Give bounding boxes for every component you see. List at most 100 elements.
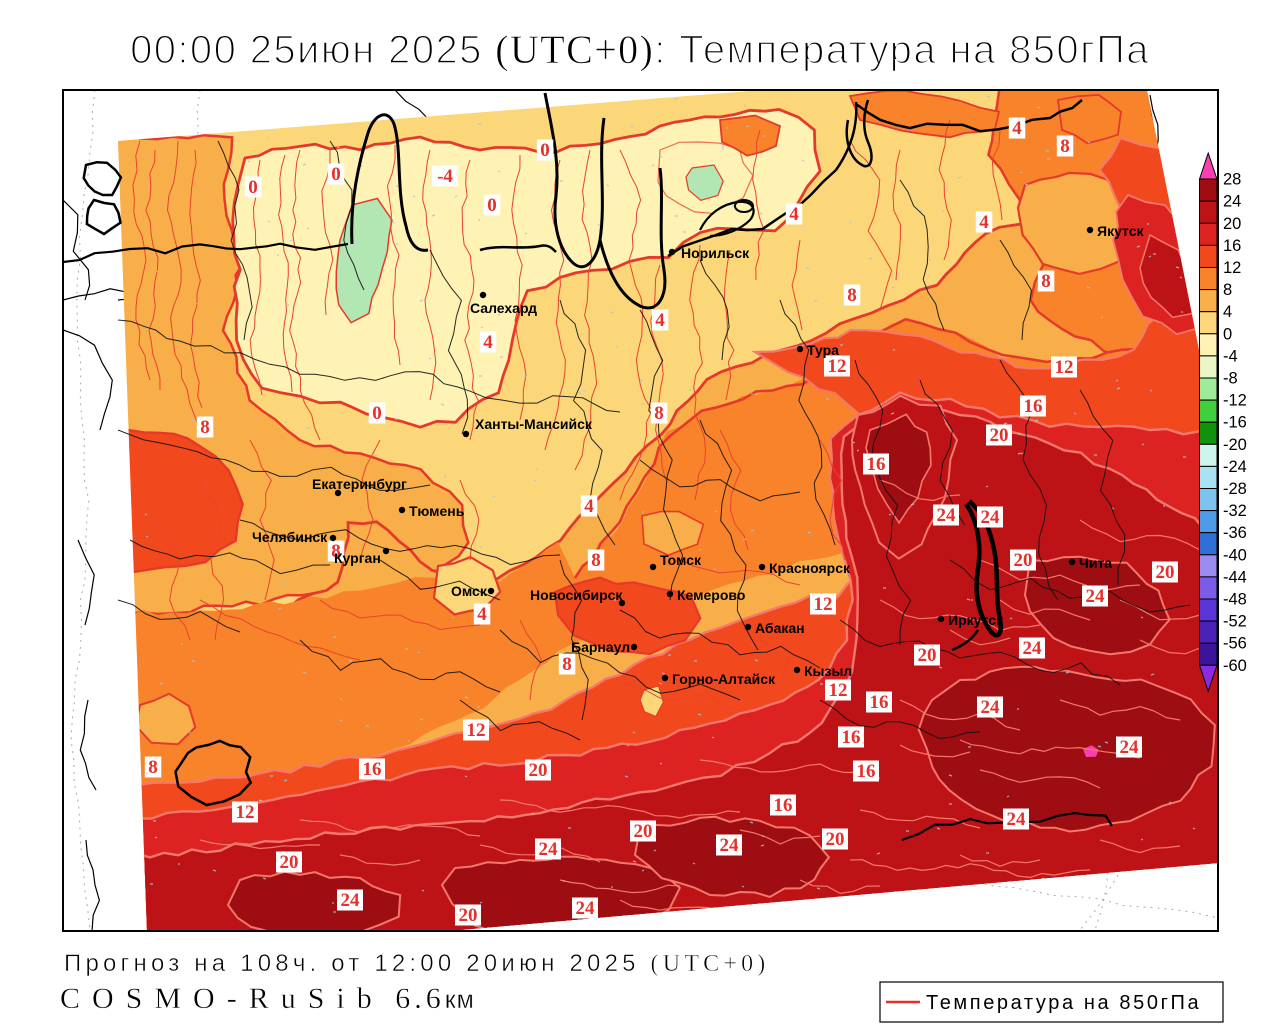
svg-text:16: 16 [857, 761, 876, 782]
svg-text:Тура: Тура [807, 342, 839, 358]
svg-text:4: 4 [477, 604, 487, 625]
svg-text:Норильск: Норильск [681, 245, 750, 261]
svg-text:-56: -56 [1223, 635, 1247, 653]
svg-text:24: 24 [1223, 193, 1241, 211]
svg-text:Новосибирск: Новосибирск [530, 587, 623, 603]
svg-text:Томск: Томск [660, 552, 702, 568]
svg-text:4: 4 [789, 204, 799, 225]
svg-text:16: 16 [774, 795, 793, 816]
svg-text:20: 20 [1156, 562, 1175, 583]
svg-text:20: 20 [634, 821, 653, 842]
svg-text:Иркутск: Иркутск [948, 612, 1004, 628]
svg-text:16: 16 [1223, 237, 1241, 255]
svg-text:8: 8 [148, 757, 158, 778]
svg-text:20: 20 [459, 905, 478, 926]
svg-text:24: 24 [720, 835, 740, 856]
svg-text:Красноярск: Красноярск [769, 560, 851, 576]
svg-text:-8: -8 [1223, 370, 1238, 388]
svg-text:Курган: Курган [334, 550, 381, 566]
svg-text:20: 20 [918, 645, 937, 666]
svg-text:00:00 25июн 2025 (UTC+0): Темп: 00:00 25июн 2025 (UTC+0): Температура на… [130, 27, 1150, 72]
svg-text:Челябинск: Челябинск [252, 529, 328, 545]
svg-text:-52: -52 [1223, 613, 1247, 631]
svg-text:28: 28 [1223, 171, 1241, 189]
svg-text:20: 20 [1223, 215, 1241, 233]
svg-text:Прогноз на 108ч. от 12:00 20ию: Прогноз на 108ч. от 12:00 20июн 2025 (UT… [64, 950, 769, 977]
svg-text:20: 20 [826, 829, 845, 850]
svg-text:8: 8 [1041, 271, 1051, 292]
svg-text:8: 8 [1223, 281, 1232, 299]
svg-text:4: 4 [584, 496, 594, 517]
svg-text:24: 24 [341, 890, 361, 911]
svg-text:8: 8 [331, 541, 341, 562]
svg-text:12: 12 [829, 680, 848, 701]
svg-text:-40: -40 [1223, 546, 1247, 564]
svg-text:-12: -12 [1223, 392, 1247, 410]
svg-text:Ханты-Мансийск: Ханты-Мансийск [475, 416, 593, 432]
svg-text:16: 16 [870, 692, 889, 713]
svg-text:8: 8 [200, 417, 210, 438]
svg-text:4: 4 [1012, 118, 1022, 139]
svg-text:24: 24 [1120, 737, 1140, 758]
svg-text:-4: -4 [437, 166, 453, 187]
svg-text:Якутск: Якутск [1097, 223, 1144, 239]
svg-text:24: 24 [981, 507, 1001, 528]
svg-text:-32: -32 [1223, 502, 1247, 520]
svg-text:0: 0 [331, 164, 341, 185]
svg-text:Тюмень: Тюмень [409, 503, 465, 519]
svg-text:0: 0 [372, 403, 382, 424]
svg-text:0: 0 [540, 140, 550, 161]
svg-text:24: 24 [1023, 638, 1043, 659]
svg-text:Барнаул: Барнаул [571, 639, 630, 655]
svg-text:12: 12 [1223, 259, 1241, 277]
svg-text:4: 4 [655, 310, 665, 331]
svg-text:Абакан: Абакан [755, 620, 805, 636]
svg-text:-4: -4 [1223, 347, 1238, 365]
svg-text:-44: -44 [1223, 568, 1247, 586]
svg-text:24: 24 [539, 839, 559, 860]
svg-text:8: 8 [562, 654, 572, 675]
svg-text:24: 24 [937, 505, 957, 526]
svg-text:20: 20 [529, 760, 548, 781]
svg-text:12: 12 [1055, 357, 1074, 378]
svg-text:8: 8 [591, 550, 601, 571]
svg-text:Кемерово: Кемерово [677, 587, 745, 603]
svg-text:24: 24 [981, 697, 1001, 718]
svg-text:12: 12 [828, 356, 847, 377]
svg-text:-16: -16 [1223, 414, 1247, 432]
svg-text:20: 20 [280, 852, 299, 873]
svg-text:COSMO-RuSib 6.6км: COSMO-RuSib 6.6км [60, 982, 475, 1015]
svg-text:12: 12 [814, 594, 833, 615]
svg-text:8: 8 [1060, 136, 1070, 157]
svg-text:-20: -20 [1223, 436, 1247, 454]
svg-text:12: 12 [467, 720, 486, 741]
svg-text:-60: -60 [1223, 657, 1247, 675]
svg-text:Температура на 850гПа: Температура на 850гПа [926, 992, 1201, 1014]
svg-text:Салехард: Салехард [470, 300, 537, 316]
svg-text:-28: -28 [1223, 480, 1247, 498]
svg-text:24: 24 [1007, 809, 1027, 830]
svg-text:24: 24 [1086, 586, 1106, 607]
svg-text:0: 0 [1223, 325, 1232, 343]
svg-text:12: 12 [236, 802, 255, 823]
svg-text:20: 20 [990, 425, 1009, 446]
svg-text:16: 16 [842, 727, 861, 748]
svg-text:Екатеринбург: Екатеринбург [312, 476, 407, 492]
svg-text:Чита: Чита [1079, 555, 1112, 571]
svg-text:16: 16 [867, 454, 886, 475]
svg-text:16: 16 [363, 759, 382, 780]
svg-text:Кызыл: Кызыл [804, 663, 852, 679]
svg-text:8: 8 [847, 285, 857, 306]
svg-text:Омск: Омск [451, 583, 488, 599]
svg-text:4: 4 [1223, 303, 1232, 321]
svg-text:8: 8 [654, 403, 664, 424]
svg-text:20: 20 [1014, 550, 1033, 571]
svg-text:-36: -36 [1223, 524, 1247, 542]
svg-text:16: 16 [1024, 396, 1043, 417]
svg-text:0: 0 [487, 195, 497, 216]
svg-text:0: 0 [248, 177, 258, 198]
svg-text:Горно-Алтайск: Горно-Алтайск [672, 671, 776, 687]
svg-text:-48: -48 [1223, 591, 1247, 609]
svg-text:4: 4 [483, 332, 493, 353]
svg-text:4: 4 [979, 212, 989, 233]
